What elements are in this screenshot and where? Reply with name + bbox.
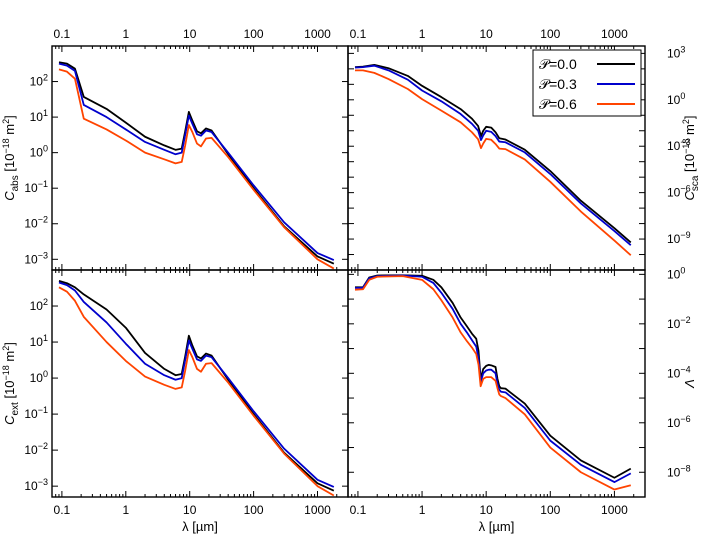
y-axis-label-ext: Cext [10−18 m2] (1, 342, 21, 425)
y-tick-label: 103 (667, 44, 685, 60)
x-bottom-tick-label: 1000 (601, 503, 628, 517)
legend-label: 𝒫=0.0 (539, 56, 577, 72)
x-bottom-tick-label: 1000 (304, 503, 331, 517)
legend-label: 𝒫=0.6 (539, 96, 577, 112)
y-tick-label: 10−2 (24, 215, 48, 231)
panel-frame-albedo (347, 269, 646, 498)
series-line-albedo-0 (355, 274, 632, 479)
y-tick-label: 10−8 (667, 463, 691, 479)
x-bottom-tick-label: 0.1 (54, 503, 71, 517)
x-top-tick-label: 1000 (304, 27, 331, 41)
series-line-sca-2 (355, 69, 632, 256)
x-bottom-tick-label: 0.1 (350, 503, 367, 517)
x-top-tick-label: 100 (540, 27, 560, 41)
panel-abs: 10−3 10−2 10−1 100 101 102 Cabs [10−18 m2] (1, 45, 349, 271)
y-tick-label: 10−4 (667, 364, 691, 380)
legend-label: 𝒫=0.3 (539, 76, 577, 92)
series-line-abs-0 (58, 61, 335, 265)
x-top-tick-label: 1000 (601, 27, 628, 41)
series-group-albedo (354, 274, 632, 491)
y-tick-label: 10−3 (24, 477, 48, 493)
x-bottom-tick-label: 1 (122, 503, 129, 517)
y-tick-label: 10−6 (667, 184, 691, 200)
y-tick-label: 10−3 (24, 250, 48, 266)
x-top-tick-label: 1 (122, 27, 129, 41)
y-tick-label: 100 (667, 91, 685, 107)
y-tick-label: 100 (30, 369, 48, 385)
series-line-ext-1 (58, 281, 335, 488)
panel-frame-abs (51, 45, 349, 271)
y-tick-label: 102 (30, 297, 48, 313)
y-tick-label: 10−2 (24, 441, 48, 457)
series-line-sca-1 (354, 64, 632, 246)
panel-ext: 10−3 10−2 10−1 100 101 102 Cext [10−18 m2] (1, 269, 349, 498)
y-tick-label: 10−3 (667, 137, 691, 153)
x-top-tick-label: 0.1 (54, 27, 71, 41)
series-line-ext-2 (58, 286, 335, 497)
series-line-albedo-2 (354, 275, 632, 491)
x-axis-label: λ [µm] (182, 519, 218, 534)
series-group-abs (58, 61, 335, 270)
series-line-ext-0 (58, 279, 335, 492)
x-top-tick-label: 10 (479, 27, 493, 41)
series-line-abs-1 (58, 62, 335, 261)
y-tick-label: 10−1 (24, 405, 48, 421)
series-group-ext (58, 279, 335, 497)
panel-albedo: 10−8 10−6 10−4 10−2 100 Λ (347, 265, 697, 498)
x-bottom-tick-label: 10 (479, 503, 493, 517)
x-bottom-tick-label: 1 (419, 503, 426, 517)
series-line-sca-0 (354, 64, 632, 244)
y-tick-label: 10−6 (667, 414, 691, 430)
y-tick-label: 101 (30, 108, 48, 124)
y-tick-label: 100 (667, 265, 685, 281)
series-group-sca (354, 64, 632, 256)
y-tick-label: 100 (30, 144, 48, 160)
y-tick-label: 102 (30, 73, 48, 89)
x-bottom-tick-label: 100 (244, 503, 264, 517)
panel-frame-ext (51, 269, 349, 498)
series-line-abs-2 (58, 68, 335, 270)
x-top-tick-label: 100 (244, 27, 264, 41)
y-tick-label: 10−2 (667, 315, 691, 331)
y-axis-label-sca: Csca [10−18 m2] (681, 115, 701, 200)
legend: 𝒫=0.0 𝒫=0.3 𝒫=0.6 (532, 49, 642, 117)
x-bottom-tick-label: 100 (540, 503, 560, 517)
y-tick-label: 101 (30, 333, 48, 349)
y-axis-label-albedo: Λ (682, 379, 697, 389)
y-tick-label: 10−1 (24, 179, 48, 195)
x-top-tick-label: 0.1 (350, 27, 367, 41)
panel-sca: 10−9 10−6 10−3 100 103 Csca [10−18 m2] (347, 44, 701, 271)
x-top-tick-label: 10 (183, 27, 197, 41)
y-axis-label-abs: Cabs [10−18 m2] (1, 115, 21, 201)
x-top-tick-label: 1 (419, 27, 426, 41)
y-tick-label: 10−9 (667, 230, 691, 246)
x-bottom-tick-label: 10 (183, 503, 197, 517)
x-axis-label: λ [µm] (479, 519, 515, 534)
